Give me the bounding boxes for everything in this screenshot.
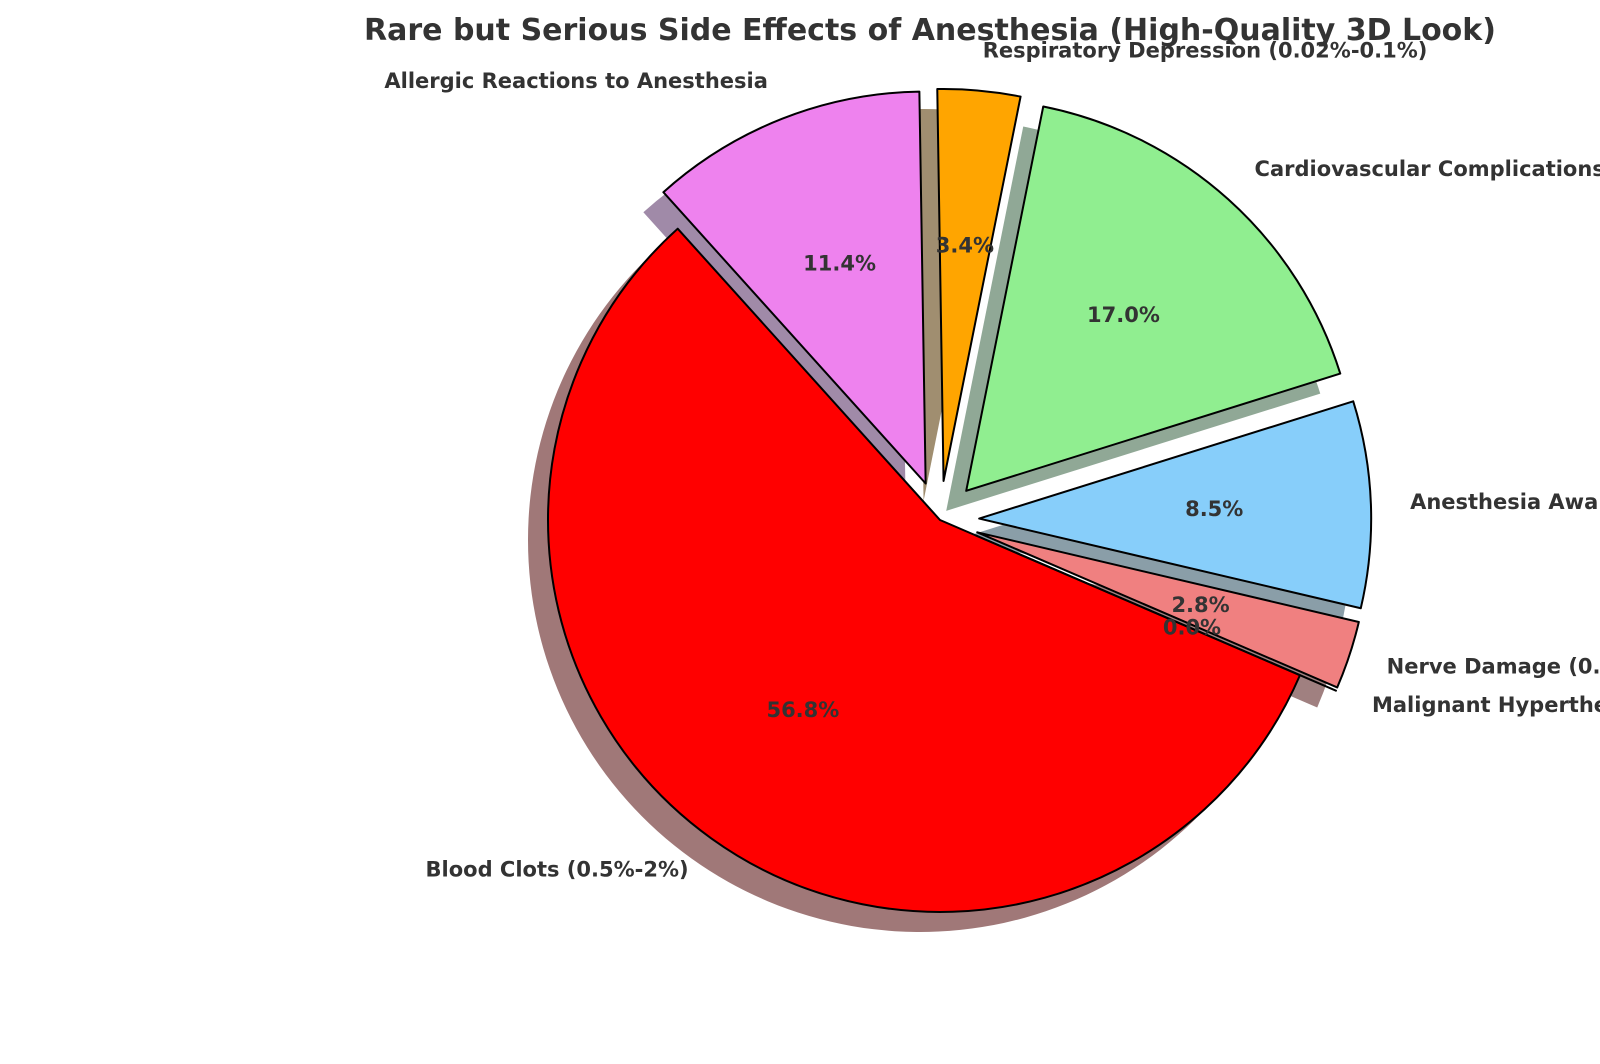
slice-respiratory-depression [936,88,1022,482]
slice-label-cardiovascular-complications: Cardiovascular Complications [1255,157,1600,181]
slice-label-blood-clots: Blood Clots (0.5%-2%) [426,857,689,881]
slice-percent-respiratory-depression: 3.4% [936,234,994,258]
slice-cardiovascular-complications [965,105,1342,492]
chart-title: Rare but Serious Side Effects of Anesthe… [364,13,1496,48]
slice-malignant-hyperthermia [974,534,1337,692]
slice-percent-cardiovascular-complications: 17.0% [1087,303,1160,327]
slice-blood-clots [547,227,1301,913]
slice-allergic-reactions-to-anesthesia [662,90,927,485]
slice-label-malignant-hyperthermia: Malignant Hyperthermia (0.0001%) [1372,693,1600,717]
slice-percent-allergic-reactions-to-anesthesia: 11.4% [803,252,876,276]
slice-nerve-damage [976,531,1360,689]
slice-percent-nerve-damage: 2.8% [1171,593,1229,617]
slice-label-nerve-damage: Nerve Damage (0.01%-0.1%) [1387,654,1600,678]
slice-percent-blood-clots: 56.8% [766,698,839,722]
slice-percent-malignant-hyperthermia: 0.0% [1163,616,1221,640]
slice-layer [547,88,1373,913]
slice-percent-anesthesia-awareness: 8.5% [1185,497,1243,521]
label-layer: Blood Clots (0.5%-2%) 56.8% Malignant Hype… [384,39,1600,882]
slice-label-anesthesia-awareness: Anesthesia Awareness (0.1%-0.2%) [1410,490,1600,514]
slice-label-allergic-reactions-to-anesthesia: Allergic Reactions to Anesthesia [384,69,768,93]
slice-label-respiratory-depression: Respiratory Depression (0.02%-0.1%) [983,39,1428,63]
slice-anesthesia-awareness [978,400,1373,610]
